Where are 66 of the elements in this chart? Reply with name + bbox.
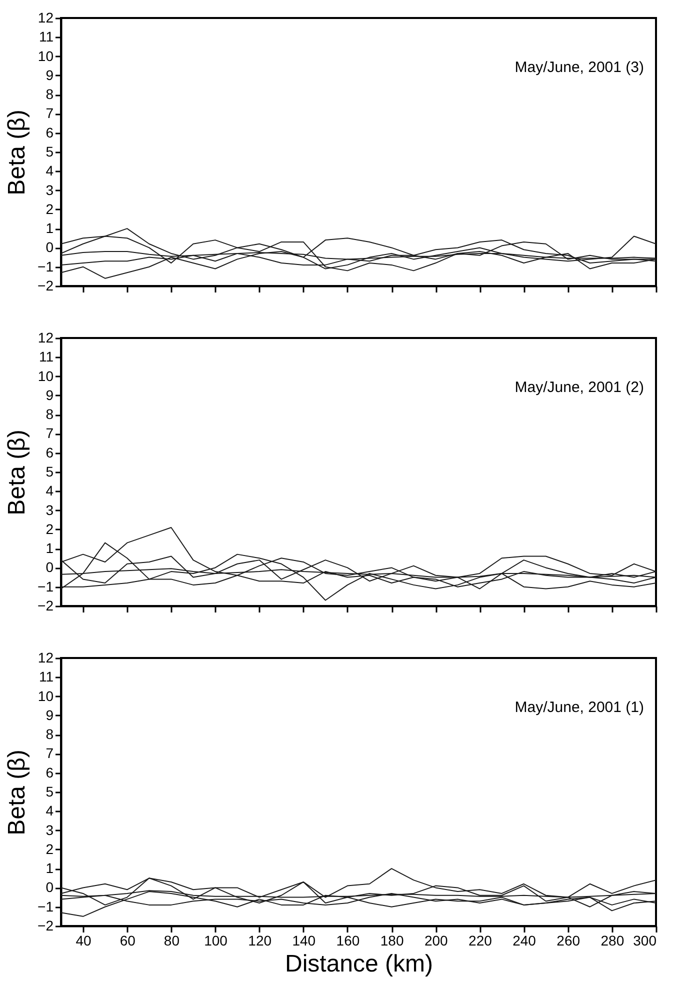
y-tick-label: 8 — [46, 726, 54, 742]
y-tick-label: 3 — [46, 502, 54, 518]
y-tick-label: 10 — [38, 688, 54, 704]
x-tick-label: 160 — [336, 932, 360, 948]
y-tick-label: 12 — [38, 650, 54, 666]
y-tick-label: 5 — [46, 784, 54, 800]
y-tick-label: 3 — [46, 822, 54, 838]
y-tick-label: 6 — [46, 124, 54, 140]
y-tick-label: −1 — [38, 258, 54, 274]
y-tick-label: 5 — [46, 464, 54, 480]
x-tick-label: 260 — [556, 932, 580, 948]
y-tick-label: 2 — [46, 840, 54, 857]
x-tick-label: 280 — [600, 932, 624, 948]
y-tick-label: 10 — [38, 48, 54, 64]
y-axis-title: Beta (β) — [4, 430, 31, 516]
x-tick-label: 60 — [120, 932, 136, 948]
y-tick-label: 1 — [46, 540, 54, 556]
x-tick-label: 140 — [292, 932, 316, 948]
x-tick-label: 40 — [76, 932, 92, 948]
x-axis-title: Distance (km) — [284, 950, 434, 978]
y-tick-label: −2 — [38, 918, 54, 934]
y-tick-label: 9 — [46, 66, 54, 83]
y-tick-label: 3 — [46, 182, 54, 198]
x-tick-label: 300 — [633, 932, 657, 948]
y-tick-label: 2 — [46, 200, 54, 217]
y-tick-label: 0 — [46, 239, 54, 256]
x-tick-label: 80 — [164, 932, 180, 948]
y-tick-label: −2 — [38, 278, 54, 294]
y-tick-label: 11 — [38, 668, 54, 685]
y-tick-label: 6 — [46, 444, 54, 460]
y-tick-label: 0 — [46, 879, 54, 896]
y-tick-label: 9 — [46, 386, 54, 403]
x-tick-label: 200 — [424, 932, 448, 948]
y-tick-label: −1 — [38, 578, 54, 594]
y-tick-label: 7 — [46, 105, 54, 122]
y-tick-label: 1 — [46, 860, 54, 876]
y-tick-label: 9 — [46, 706, 54, 723]
y-tick-label: −1 — [38, 898, 54, 914]
x-tick-label: 120 — [248, 932, 272, 948]
y-tick-label: 7 — [46, 745, 54, 762]
y-tick-label: 10 — [38, 368, 54, 384]
y-tick-label: 8 — [46, 406, 54, 422]
y-tick-label: 8 — [46, 86, 54, 102]
y-tick-label: 12 — [38, 10, 54, 26]
x-tick-label: 220 — [468, 932, 492, 948]
y-tick-label: 1 — [46, 220, 54, 236]
x-tick-label: 100 — [204, 932, 228, 948]
y-tick-label: 5 — [46, 144, 54, 160]
y-tick-label: 12 — [38, 330, 54, 346]
y-tick-label: 6 — [46, 764, 54, 780]
y-tick-label: 0 — [46, 559, 54, 576]
annotation: May/June, 2001 (1) — [514, 699, 644, 716]
y-tick-label: 2 — [46, 520, 54, 537]
y-tick-label: 11 — [38, 28, 54, 45]
y-tick-label: 4 — [46, 802, 54, 819]
y-tick-label: 4 — [46, 162, 54, 179]
x-tick-label: 240 — [512, 932, 536, 948]
y-tick-label: 11 — [38, 348, 54, 365]
y-tick-label: 7 — [46, 425, 54, 442]
annotation: May/June, 2001 (3) — [514, 59, 644, 76]
y-axis-title: Beta (β) — [4, 750, 31, 836]
x-tick-label: 180 — [380, 932, 404, 948]
y-tick-label: 4 — [46, 482, 54, 499]
y-tick-label: −2 — [38, 598, 54, 614]
annotation: May/June, 2001 (2) — [514, 379, 644, 396]
y-axis-title: Beta (β) — [4, 110, 31, 196]
